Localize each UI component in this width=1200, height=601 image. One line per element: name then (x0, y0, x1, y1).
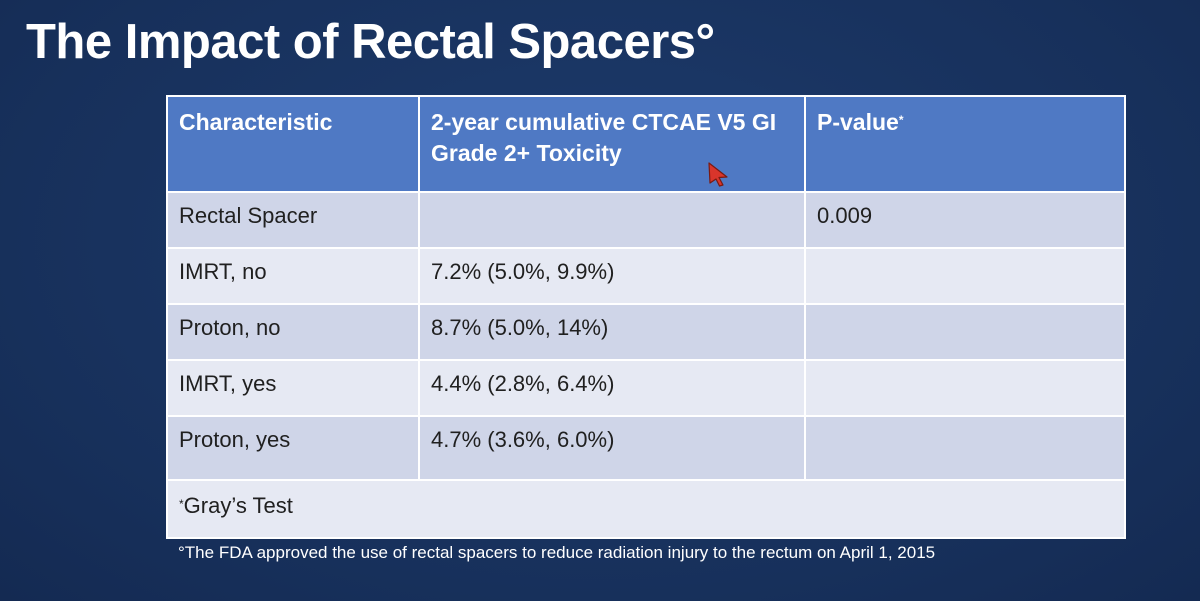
header-characteristic: Characteristic (166, 95, 420, 193)
table-row: Rectal Spacer 0.009 (166, 191, 1126, 249)
cell-characteristic: Proton, no (166, 303, 420, 361)
footer-mark: * (179, 497, 184, 511)
cell-pvalue (804, 303, 1126, 361)
mouse-pointer-icon (708, 162, 728, 187)
table-row: IMRT, no 7.2% (5.0%, 9.9%) (166, 247, 1126, 305)
cell-toxicity: 4.4% (2.8%, 6.4%) (418, 359, 806, 417)
table-footer-row: *Gray’s Test (166, 479, 1126, 539)
header-pvalue-mark: * (898, 113, 904, 127)
cell-pvalue: 0.009 (804, 191, 1126, 249)
cell-pvalue (804, 359, 1126, 417)
table-header-row: Characteristic 2-year cumulative CTCAE V… (166, 95, 1126, 193)
cell-toxicity: 4.7% (3.6%, 6.0%) (418, 415, 806, 481)
table-row: IMRT, yes 4.4% (2.8%, 6.4%) (166, 359, 1126, 417)
slide-title: The Impact of Rectal Spacers° (26, 15, 715, 69)
cell-toxicity: 7.2% (5.0%, 9.9%) (418, 247, 806, 305)
cell-characteristic: Rectal Spacer (166, 191, 420, 249)
header-toxicity: 2-year cumulative CTCAE V5 GI Grade 2+ T… (418, 95, 806, 193)
cell-toxicity (418, 191, 806, 249)
table-footer-note: *Gray’s Test (166, 479, 1126, 539)
footer-text: Gray’s Test (183, 493, 293, 518)
header-pvalue-label: P-value (817, 109, 899, 135)
table-row: Proton, yes 4.7% (3.6%, 6.0%) (166, 415, 1126, 481)
cell-pvalue (804, 415, 1126, 481)
header-pvalue: P-value* (804, 95, 1126, 193)
cell-characteristic: IMRT, no (166, 247, 420, 305)
slide-footnote: °The FDA approved the use of rectal spac… (178, 543, 936, 562)
cell-characteristic: Proton, yes (166, 415, 420, 481)
cell-characteristic: IMRT, yes (166, 359, 420, 417)
table-row: Proton, no 8.7% (5.0%, 14%) (166, 303, 1126, 361)
cell-pvalue (804, 247, 1126, 305)
results-table: Characteristic 2-year cumulative CTCAE V… (166, 95, 1126, 539)
cell-toxicity: 8.7% (5.0%, 14%) (418, 303, 806, 361)
